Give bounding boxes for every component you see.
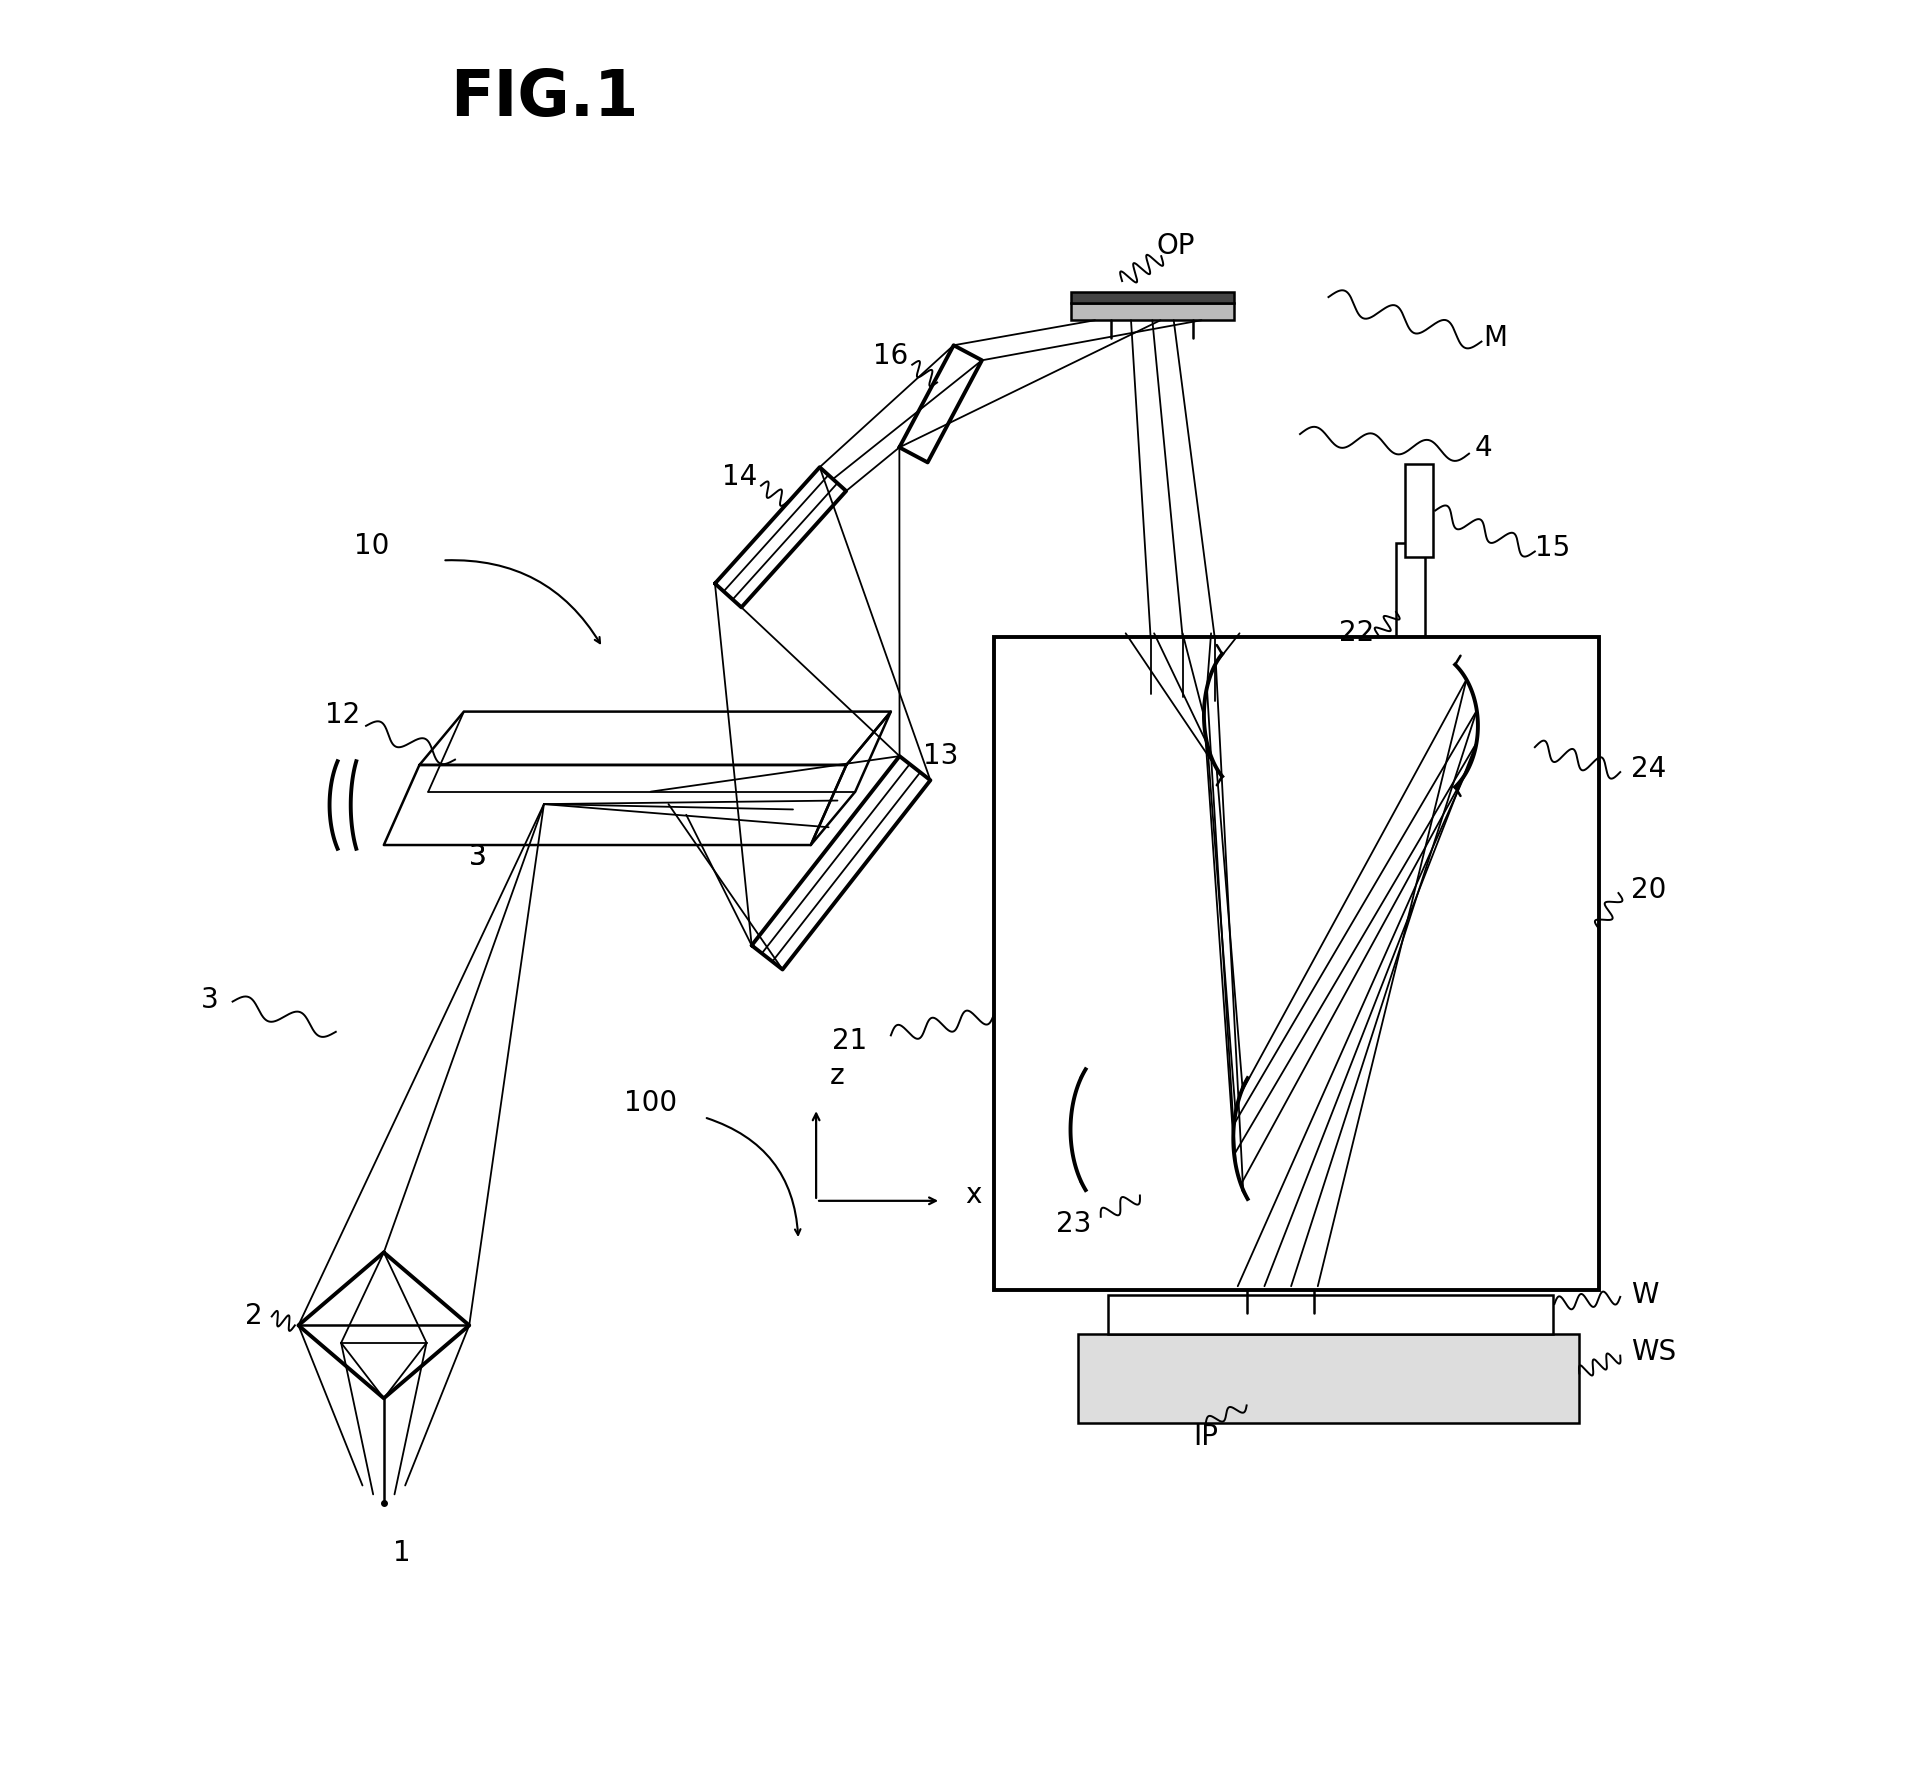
Bar [1396,543,1423,640]
Text: 13: 13 [923,742,958,770]
Text: 20: 20 [1631,875,1665,904]
Text: 100: 100 [623,1089,677,1117]
Text: 21: 21 [833,1026,867,1055]
Text: 14: 14 [721,463,758,491]
Text: M: M [1483,324,1508,352]
Bar [994,637,1598,1290]
Text: 10: 10 [354,532,388,560]
Text: 3: 3 [469,843,487,872]
Text: 16: 16 [873,342,908,370]
Text: 2: 2 [244,1302,263,1331]
Text: FIG.1: FIG.1 [450,68,638,128]
Text: WS: WS [1631,1338,1675,1366]
Bar [1108,1295,1552,1334]
Text: OP: OP [1156,231,1194,260]
FancyBboxPatch shape [1069,292,1233,302]
Text: 4: 4 [1473,434,1490,463]
Text: W: W [1631,1281,1658,1309]
Text: 3: 3 [200,986,217,1014]
FancyBboxPatch shape [1069,302,1233,320]
Text: 23: 23 [1056,1210,1090,1238]
Bar [1404,464,1433,557]
Text: 3: 3 [469,843,487,872]
Text: 24: 24 [1631,754,1665,783]
Text: z: z [829,1062,844,1091]
Text: 1: 1 [392,1539,410,1567]
Bar [1077,1334,1579,1423]
Text: IP: IP [1192,1423,1217,1452]
Text: 12: 12 [325,701,360,729]
Text: 15: 15 [1535,534,1569,562]
Text: x: x [963,1181,981,1210]
Text: 22: 22 [1338,619,1373,648]
